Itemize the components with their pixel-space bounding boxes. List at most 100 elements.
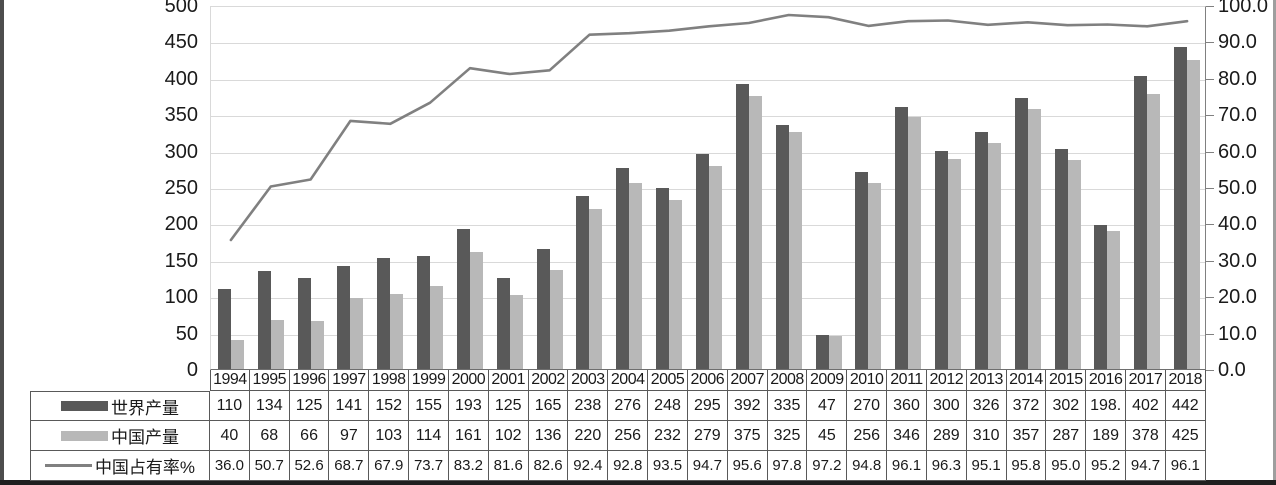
china-share-cell: 83.2 (448, 451, 489, 481)
china-production-cell: 114 (409, 421, 449, 451)
left-axis-tick-label: 350 (164, 104, 198, 127)
world-production-cell: 152 (369, 391, 410, 421)
china-production-bar (987, 143, 1001, 369)
china-production-cell: 357 (1006, 421, 1047, 451)
china-production-cell: 103 (369, 421, 410, 451)
legend-china-production: 中国产量 (30, 421, 210, 451)
world-production-bar (1174, 47, 1188, 369)
china-production-cell: 136 (528, 421, 569, 451)
china-production-bar (230, 339, 244, 369)
world-production-cell: 442 (1165, 391, 1206, 421)
year-header-cell: 2007 (727, 370, 768, 391)
world-production-bar (576, 195, 590, 369)
china-production-cell: 279 (687, 421, 728, 451)
year-header-cell: 2016 (1086, 370, 1127, 391)
year-header-cell: 2013 (966, 370, 1007, 391)
china-production-cell: 346 (887, 421, 927, 451)
legend-label: 中国产量 (111, 428, 179, 447)
china-production-bar (549, 270, 563, 369)
left-axis-tick-label: 500 (164, 0, 198, 17)
year-header-cell: 2005 (648, 370, 688, 391)
right-axis-tick-label: 50.0 (1218, 177, 1257, 199)
year-header-cell: 2006 (687, 370, 728, 391)
year-header-cell: 2002 (528, 370, 569, 391)
china-share-cell: 96.3 (926, 451, 967, 481)
china-share-cell: 96.1 (887, 451, 927, 481)
data-table: 1994 1995 1996 1997 1998 1999 2000 2001 2002 2003… (30, 370, 1206, 481)
china-share-cell: 52.6 (289, 451, 330, 481)
china-share-cell: 96.1 (1165, 451, 1206, 481)
year-header-cell: 2018 (1165, 370, 1206, 391)
china-production-bar (1147, 93, 1161, 369)
china-production-cell: 45 (807, 421, 848, 451)
world-production-bar (935, 150, 949, 369)
year-header-cell: 1994 (210, 370, 250, 391)
plot-area (210, 6, 1206, 370)
china-share-cell: 94.7 (1126, 451, 1166, 481)
china-share-cell: 92.4 (568, 451, 609, 481)
year-header-cell: 1998 (369, 370, 410, 391)
world-production-bar (536, 248, 550, 369)
world-production-bar (1054, 149, 1068, 369)
china-production-bar (1067, 160, 1081, 369)
china-share-cell: 97.2 (807, 451, 848, 481)
china-production-cell: 287 (1046, 421, 1087, 451)
china-production-bar (430, 286, 444, 369)
china-production-cell: 161 (448, 421, 489, 451)
left-axis-tick-label: 400 (164, 67, 198, 90)
china-production-cell: 256 (847, 421, 888, 451)
world-production-cell: 402 (1126, 391, 1166, 421)
world-production-bar (337, 266, 351, 369)
right-axis-tick-label: 30.0 (1218, 249, 1257, 272)
world-production-cell: 360 (887, 391, 927, 421)
left-axis-tick-label: 150 (164, 249, 198, 272)
world-series-swatch (61, 401, 108, 411)
year-header-cell: 2000 (448, 370, 489, 391)
world-production-bar (456, 228, 470, 369)
china-share-cell: 95.1 (966, 451, 1007, 481)
china-share-cell: 73.7 (409, 451, 449, 481)
world-production-bar (1014, 98, 1028, 369)
world-production-bar (496, 278, 510, 369)
china-share-cell: 95.6 (727, 451, 768, 481)
china-share-cell: 97.8 (767, 451, 808, 481)
world-production-cell: 193 (448, 391, 489, 421)
china-share-cell: 95.8 (1006, 451, 1047, 481)
right-axis-tick-label: 20.0 (1218, 286, 1257, 309)
world-production-cell: 326 (966, 391, 1007, 421)
china-production-cell: 40 (210, 421, 250, 451)
year-header-cell: 2003 (568, 370, 609, 391)
year-header-cell: 2009 (807, 370, 848, 391)
window-border-right (1273, 0, 1276, 485)
china-production-bar (868, 182, 882, 369)
china-production-cell: 425 (1165, 421, 1206, 451)
year-header-cell: 2010 (847, 370, 888, 391)
right-axis-tick-mark (1206, 224, 1214, 226)
world-production-bar (656, 188, 670, 369)
world-production-cell: 300 (926, 391, 967, 421)
china-production-bar (908, 117, 922, 369)
year-header-cell: 2004 (608, 370, 649, 391)
left-axis-tick-label: 250 (164, 177, 198, 199)
world-production-bar (815, 334, 829, 369)
world-production-bar (257, 271, 271, 369)
right-axis-tick-mark (1206, 151, 1214, 153)
world-production-bar (616, 168, 630, 369)
world-production-cell: 392 (727, 391, 768, 421)
china-production-bar (1027, 109, 1041, 369)
china-production-bar (1187, 59, 1201, 369)
world-production-cell: 248 (648, 391, 688, 421)
year-header-cell: 2015 (1046, 370, 1087, 391)
world-production-bar (1094, 224, 1108, 369)
world-production-bar (377, 258, 391, 369)
world-production-cell: 141 (329, 391, 370, 421)
china-production-bar (748, 96, 762, 369)
legend-label: 中国占有率% (94, 458, 196, 477)
right-axis-tick-mark (1206, 115, 1214, 117)
window-border-left (0, 0, 4, 485)
china-production-cell: 232 (648, 421, 688, 451)
china-production-cell: 97 (329, 421, 370, 451)
right-axis-tick-mark (1206, 188, 1214, 189)
world-production-cell: 125 (488, 391, 529, 421)
